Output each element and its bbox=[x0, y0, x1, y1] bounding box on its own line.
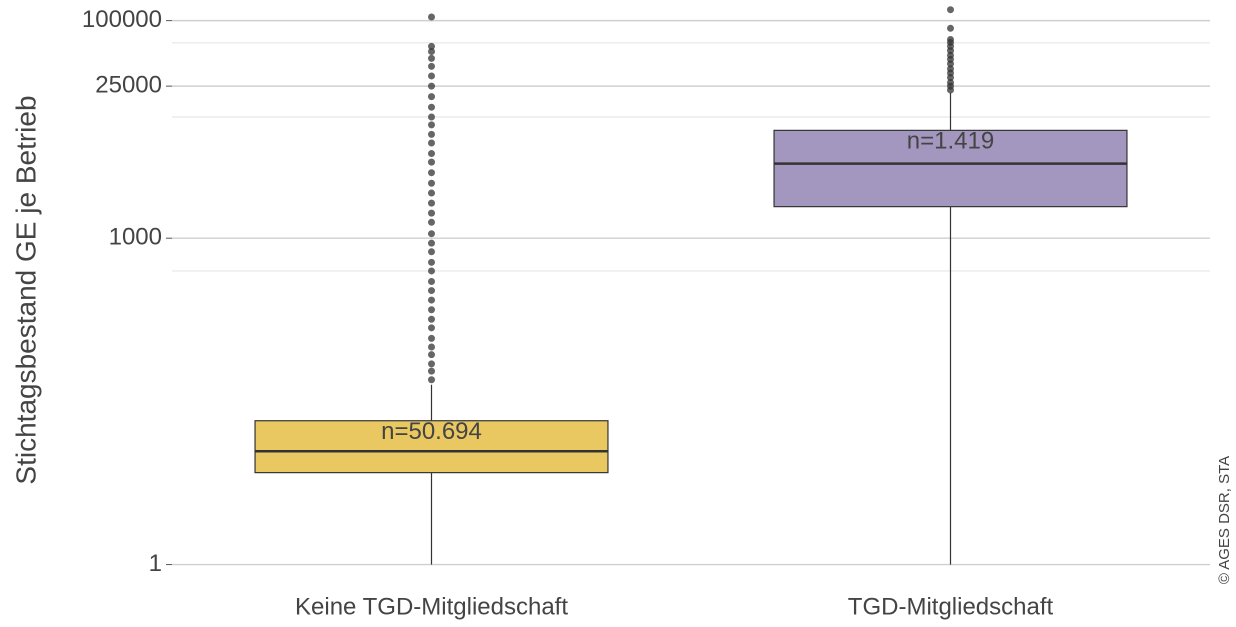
outlier bbox=[428, 54, 435, 62]
outlier bbox=[428, 62, 435, 70]
outlier bbox=[428, 267, 435, 275]
outlier bbox=[428, 218, 435, 226]
outlier bbox=[428, 130, 435, 138]
outlier bbox=[428, 248, 435, 256]
outlier bbox=[428, 334, 435, 342]
outlier bbox=[428, 82, 435, 90]
outlier bbox=[947, 24, 954, 32]
outlier bbox=[428, 296, 435, 304]
caption: © AGES DSR, STA bbox=[1216, 456, 1233, 584]
outlier bbox=[428, 189, 435, 197]
outlier bbox=[428, 277, 435, 285]
x-tick-label: TGD-Mitgliedschaft bbox=[848, 593, 1054, 620]
outlier bbox=[428, 121, 435, 129]
outlier bbox=[428, 42, 435, 50]
y-tick-label: 100000 bbox=[82, 6, 162, 33]
outlier bbox=[428, 239, 435, 247]
outlier bbox=[428, 351, 435, 359]
outlier bbox=[428, 376, 435, 384]
outlier bbox=[428, 360, 435, 368]
box bbox=[254, 420, 609, 474]
box bbox=[773, 129, 1128, 208]
outlier bbox=[428, 343, 435, 351]
outlier bbox=[428, 199, 435, 207]
outlier bbox=[428, 72, 435, 80]
y-axis-label: Stichtagsbestand GE je Betrieb bbox=[10, 95, 41, 484]
outlier bbox=[428, 48, 435, 56]
outlier bbox=[428, 315, 435, 323]
outlier bbox=[428, 150, 435, 158]
outlier bbox=[947, 6, 954, 14]
outlier bbox=[947, 78, 954, 86]
x-tick-label: Keine TGD-Mitgliedschaft bbox=[295, 593, 568, 620]
outlier bbox=[428, 169, 435, 177]
outlier bbox=[428, 306, 435, 314]
outlier bbox=[428, 258, 435, 266]
outlier bbox=[428, 113, 435, 121]
outlier bbox=[947, 36, 954, 44]
y-tick-label: 1 bbox=[149, 550, 162, 577]
outlier bbox=[428, 93, 435, 101]
y-tick-label: 1000 bbox=[109, 224, 162, 251]
annotation: n=50.694 bbox=[381, 418, 482, 445]
outlier bbox=[428, 13, 435, 21]
outlier bbox=[428, 367, 435, 375]
outlier bbox=[947, 65, 954, 73]
outlier bbox=[428, 179, 435, 187]
outlier bbox=[428, 209, 435, 217]
y-tick-label: 25000 bbox=[95, 71, 162, 98]
outlier bbox=[428, 158, 435, 166]
outlier bbox=[428, 324, 435, 332]
outlier bbox=[428, 139, 435, 147]
outlier bbox=[428, 103, 435, 111]
outlier bbox=[428, 287, 435, 295]
annotation: n=1.419 bbox=[907, 128, 994, 155]
outlier bbox=[428, 230, 435, 238]
